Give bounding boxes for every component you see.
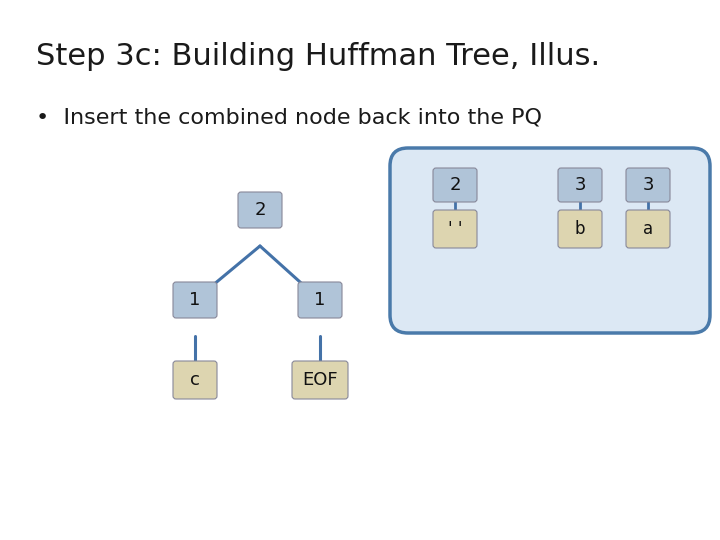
FancyBboxPatch shape bbox=[626, 210, 670, 248]
FancyBboxPatch shape bbox=[433, 168, 477, 202]
Text: 1: 1 bbox=[315, 291, 325, 309]
FancyBboxPatch shape bbox=[292, 361, 348, 399]
Text: 3: 3 bbox=[642, 176, 654, 194]
FancyBboxPatch shape bbox=[626, 168, 670, 202]
Text: EOF: EOF bbox=[302, 371, 338, 389]
FancyBboxPatch shape bbox=[558, 168, 602, 202]
Text: •  Insert the combined node back into the PQ: • Insert the combined node back into the… bbox=[36, 108, 542, 128]
Text: 3: 3 bbox=[575, 176, 586, 194]
FancyBboxPatch shape bbox=[433, 210, 477, 248]
Text: Step 3c: Building Huffman Tree, Illus.: Step 3c: Building Huffman Tree, Illus. bbox=[36, 42, 600, 71]
FancyBboxPatch shape bbox=[390, 148, 710, 333]
Text: a: a bbox=[643, 220, 653, 238]
FancyBboxPatch shape bbox=[173, 282, 217, 318]
FancyBboxPatch shape bbox=[173, 361, 217, 399]
FancyBboxPatch shape bbox=[298, 282, 342, 318]
Text: 1: 1 bbox=[189, 291, 201, 309]
Text: b: b bbox=[575, 220, 585, 238]
Text: 2: 2 bbox=[254, 201, 266, 219]
Text: 2: 2 bbox=[449, 176, 461, 194]
Text: c: c bbox=[190, 371, 200, 389]
FancyBboxPatch shape bbox=[558, 210, 602, 248]
Text: ' ': ' ' bbox=[448, 220, 462, 238]
FancyBboxPatch shape bbox=[238, 192, 282, 228]
